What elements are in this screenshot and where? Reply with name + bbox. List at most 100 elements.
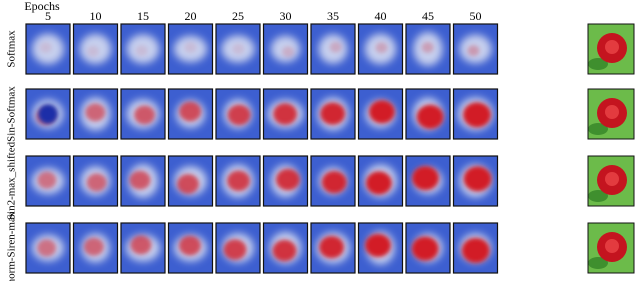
heatmap	[73, 156, 118, 206]
heatmap-border	[262, 23, 309, 75]
heatmap-hot	[411, 236, 439, 261]
heatmap-border	[167, 155, 214, 207]
heatmap-border	[405, 222, 451, 274]
header: Epochs	[24, 0, 60, 13]
column-label: 20	[185, 9, 197, 23]
heatmap-border	[310, 88, 356, 140]
heatmap	[263, 24, 308, 74]
heatmap	[358, 156, 403, 206]
heatmap	[26, 156, 70, 206]
rose-leaf	[588, 58, 608, 70]
row-label: Sin2-max_shifted	[6, 141, 18, 220]
heatmap-hot	[272, 239, 297, 262]
heatmap-hot	[365, 171, 392, 195]
heatmap-hot	[461, 237, 490, 264]
column-label: 25	[232, 9, 244, 23]
rose-leaf	[588, 190, 608, 202]
heatmap-hot	[129, 170, 151, 190]
heatmap-core	[38, 104, 58, 124]
heatmap-border	[357, 23, 404, 75]
heatmap-border	[215, 88, 261, 140]
heatmap-border	[452, 23, 499, 75]
heatmap-border	[72, 23, 119, 75]
heatmap	[406, 223, 450, 273]
heatmap-hot	[421, 41, 434, 53]
heatmap-border	[215, 222, 261, 274]
heatmap	[216, 24, 260, 74]
heatmap-border	[405, 23, 451, 75]
heatmap-hot	[37, 171, 57, 189]
heatmap	[311, 156, 355, 206]
heatmap-border	[310, 23, 356, 75]
heatmap-border	[215, 23, 261, 75]
heatmap-border	[120, 155, 166, 207]
heatmap	[73, 89, 118, 139]
heatmap-border	[262, 88, 309, 140]
heatmap	[311, 89, 355, 139]
heatmap-border	[215, 155, 261, 207]
heatmap	[453, 89, 498, 139]
heatmap-hot	[320, 102, 346, 125]
heatmap	[216, 223, 260, 273]
heatmap-hot	[463, 166, 492, 192]
heatmap	[358, 89, 403, 139]
heatmap	[263, 89, 308, 139]
heatmap-border	[25, 23, 71, 75]
heatmap-border	[310, 155, 356, 207]
heatmap-border	[357, 155, 404, 207]
rose-center	[605, 40, 619, 54]
heatmap-hot	[223, 239, 247, 260]
heatmap	[406, 156, 450, 206]
heatmap-hot	[85, 103, 106, 122]
rose-border	[587, 155, 635, 207]
heatmap	[26, 24, 70, 74]
heatmap	[263, 156, 308, 206]
heatmap-hot	[227, 170, 251, 192]
heatmap	[406, 24, 450, 74]
rose-border	[587, 23, 635, 75]
heatmap	[168, 24, 213, 74]
heatmap	[358, 24, 403, 74]
heatmap-border	[167, 88, 214, 140]
heatmap-hot	[135, 45, 148, 57]
rose-border	[587, 88, 635, 140]
heatmap	[263, 223, 308, 273]
heatmap-hot	[86, 45, 99, 57]
heatmap-border	[120, 88, 166, 140]
heatmap	[121, 24, 165, 74]
heatmap-border	[405, 155, 451, 207]
rose-leaf	[588, 257, 608, 269]
heatmap	[26, 89, 70, 139]
heatmap-hot	[282, 46, 295, 58]
column-label: 45	[422, 9, 434, 23]
heatmap	[168, 89, 213, 139]
heatmap-border	[262, 155, 309, 207]
heatmap	[168, 156, 213, 206]
heatmap-border	[452, 88, 499, 140]
heatmap	[216, 89, 260, 139]
heatmap-hot	[178, 235, 201, 256]
heatmap-border	[72, 155, 119, 207]
column-label: 50	[470, 9, 482, 23]
row-label: norm-Siren-max	[6, 211, 18, 281]
heatmap-border	[25, 155, 71, 207]
heatmap-border	[405, 88, 451, 140]
heatmap-hot	[368, 100, 395, 124]
heatmap-border	[25, 222, 71, 274]
heatmap-hot	[273, 103, 298, 125]
heatmap-hot	[86, 173, 107, 192]
heatmap-hot	[462, 102, 491, 128]
heatmap-hot	[179, 101, 202, 122]
heatmap	[453, 24, 498, 74]
heatmap-border	[25, 88, 71, 140]
heatmap-hot	[411, 165, 439, 191]
heatmap-hot	[329, 41, 342, 53]
heatmap-hot	[130, 235, 152, 255]
heatmap-hot	[227, 104, 251, 126]
column-label: 35	[327, 9, 339, 23]
column-label: 5	[45, 9, 51, 23]
rose-center	[605, 105, 619, 119]
heatmap	[216, 156, 260, 206]
row-label: Sin-Softmax	[6, 86, 18, 142]
heatmap-hot	[375, 42, 388, 54]
